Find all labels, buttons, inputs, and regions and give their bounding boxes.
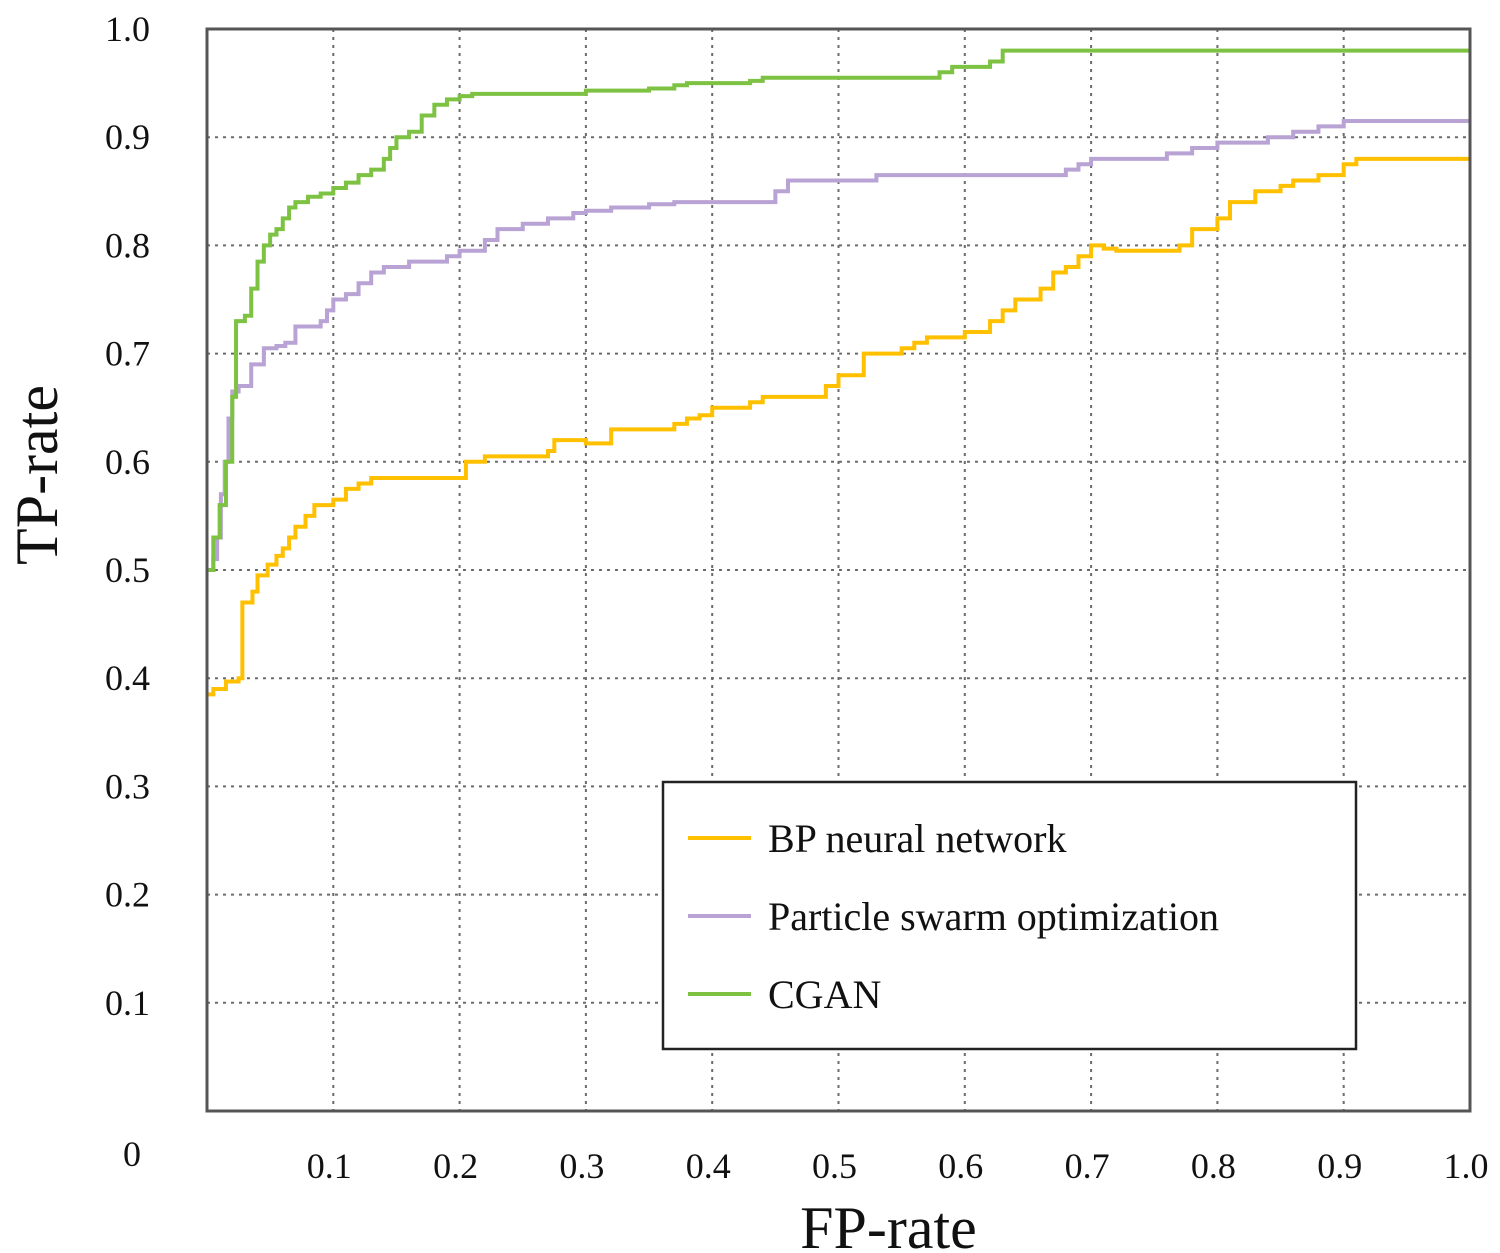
legend-box: [661, 780, 1358, 1051]
y-tick-label: 0.7: [105, 334, 150, 374]
legend: BP neural network Particle swarm optimiza…: [661, 780, 1358, 1051]
legend-label: Particle swarm optimization: [768, 894, 1219, 939]
y-tick-label: 0.5: [105, 550, 150, 590]
x-tick-label: 0.4: [686, 1146, 731, 1186]
y-tick-label: 0.2: [105, 875, 150, 915]
series-line-2: [207, 118, 1470, 572]
y-axis-tick-labels: 0.1 0.2 0.3 0.4 0.5 0.6 0.7 0.8 0.9 1.0: [105, 9, 150, 1023]
x-tick-label: 0.5: [812, 1146, 857, 1186]
y-tick-label: 0.9: [105, 117, 150, 157]
x-tick-label: 0.2: [433, 1146, 478, 1186]
x-tick-label: 0.9: [1317, 1146, 1362, 1186]
y-tick-label: 0.4: [105, 658, 150, 698]
plot-frame: [205, 27, 1472, 1113]
legend-label: CGAN: [768, 972, 881, 1017]
y-axis-title: TP-rate: [4, 385, 70, 565]
x-tick-label: 0.6: [938, 1146, 983, 1186]
x-tick-label: 0.1: [307, 1146, 352, 1186]
x-tick-label: 0.8: [1191, 1146, 1236, 1186]
x-tick-label: 0.7: [1065, 1146, 1110, 1186]
y-tick-label: 0.6: [105, 442, 150, 482]
x-tick-label: 0.3: [559, 1146, 604, 1186]
x-tick-label: 1.0: [1444, 1146, 1489, 1186]
x-axis-title: FP-rate: [800, 1195, 977, 1253]
x-axis-tick-labels: 0.1 0.2 0.3 0.4 0.5 0.6 0.7 0.8 0.9 1.0: [307, 1146, 1489, 1186]
grid-lines: [207, 29, 1470, 1111]
series-line-1: [207, 156, 1470, 697]
series-line-3: [207, 48, 1470, 572]
y-tick-label: 0.8: [105, 225, 150, 265]
y-tick-label: 0.3: [105, 766, 150, 806]
y-tick-label: 1.0: [105, 9, 150, 49]
series-lines: [207, 48, 1470, 697]
x-origin-label: 0: [123, 1134, 141, 1174]
y-tick-label: 0.1: [105, 983, 150, 1023]
legend-label: BP neural network: [768, 816, 1066, 861]
